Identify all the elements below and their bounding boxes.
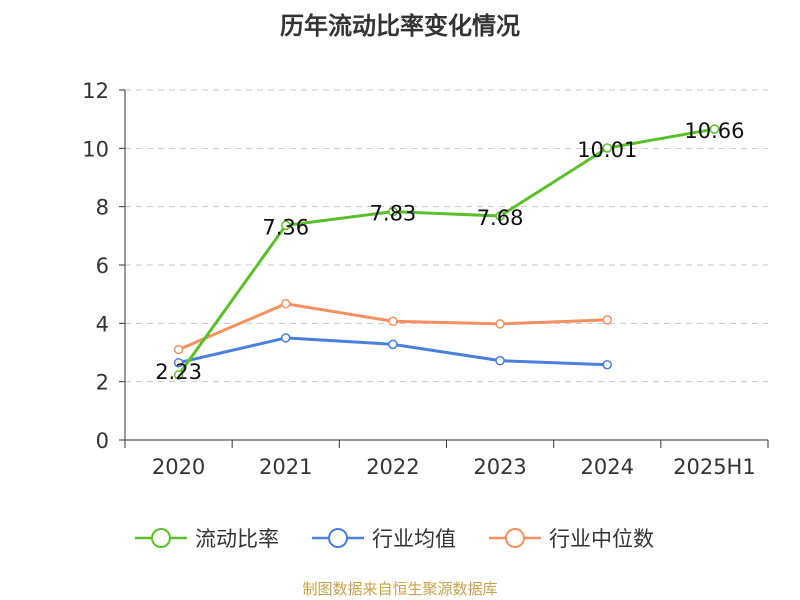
series-line-current-ratio: [177, 127, 715, 376]
legend-item-industry-median[interactable]: 行业中位数: [487, 518, 654, 558]
point-industry-mean: [173, 357, 184, 368]
data-label: 7.36: [262, 215, 309, 239]
legend-marker-current-ratio-icon: [135, 528, 187, 548]
x-tick-label: 2024: [581, 455, 634, 479]
data-label: 10.01: [577, 138, 637, 162]
legend-item-industry-mean[interactable]: 行业均值: [310, 518, 456, 558]
x-tick-label: 2025H1: [673, 455, 756, 479]
point-industry-mean: [281, 333, 291, 343]
point-current-ratio: [495, 211, 505, 221]
point-current-ratio: [173, 370, 184, 380]
data-label: 2.23: [155, 360, 202, 384]
point-industry-median: [388, 316, 398, 327]
axes: 0 2 4 6 8 10 12 2020 2021 2022 2023 2024 2025H1: [82, 79, 769, 479]
x-tick-label: 2020: [152, 455, 205, 479]
series-lines: [173, 124, 720, 380]
legend-marker-industry-median-icon: [489, 528, 541, 548]
data-label: 10.66: [684, 119, 744, 143]
y-tick-label: 8: [96, 196, 109, 220]
y-tick-label: 2: [96, 371, 109, 395]
point-industry-median: [602, 315, 612, 325]
y-tick-label: 4: [96, 312, 109, 336]
point-current-ratio: [709, 124, 720, 134]
legend-label-industry-mean: 行业均值: [372, 527, 456, 551]
point-industry-median: [495, 319, 505, 329]
point-industry-mean: [602, 360, 612, 370]
data-label: 7.83: [370, 202, 417, 226]
point-current-ratio: [388, 206, 398, 217]
point-industry-median: [173, 344, 184, 355]
y-tick-label: 6: [96, 254, 109, 278]
y-tick-label: 12: [82, 79, 109, 103]
legend-item-current-ratio[interactable]: 流动比率: [133, 518, 279, 558]
y-tick-label: 10: [82, 137, 109, 161]
gridlines: [125, 89, 768, 383]
data-label: 7.68: [477, 206, 524, 230]
point-industry-median: [281, 299, 291, 309]
point-industry-mean: [495, 355, 505, 366]
x-tick-label: 2023: [473, 455, 526, 479]
point-current-ratio: [281, 220, 291, 231]
source-note: 制图数据来自恒生聚源数据库: [302, 580, 498, 598]
legend-label-industry-median: 行业中位数: [549, 527, 654, 551]
chart-title: 历年流动比率变化情况: [280, 12, 520, 40]
point-current-ratio: [602, 143, 612, 153]
legend-label-current-ratio: 流动比率: [195, 527, 279, 551]
point-industry-mean: [388, 339, 398, 350]
y-tick-label: 0: [96, 429, 109, 453]
data-labels: 2.23 7.36 7.83 7.68 10.01 10.66: [155, 119, 744, 384]
x-tick-label: 2021: [259, 455, 312, 479]
legend-marker-industry-mean-icon: [312, 528, 364, 548]
x-tick-label: 2022: [366, 455, 419, 479]
legend: 流动比率 行业均值 行业中位数: [0, 518, 800, 558]
